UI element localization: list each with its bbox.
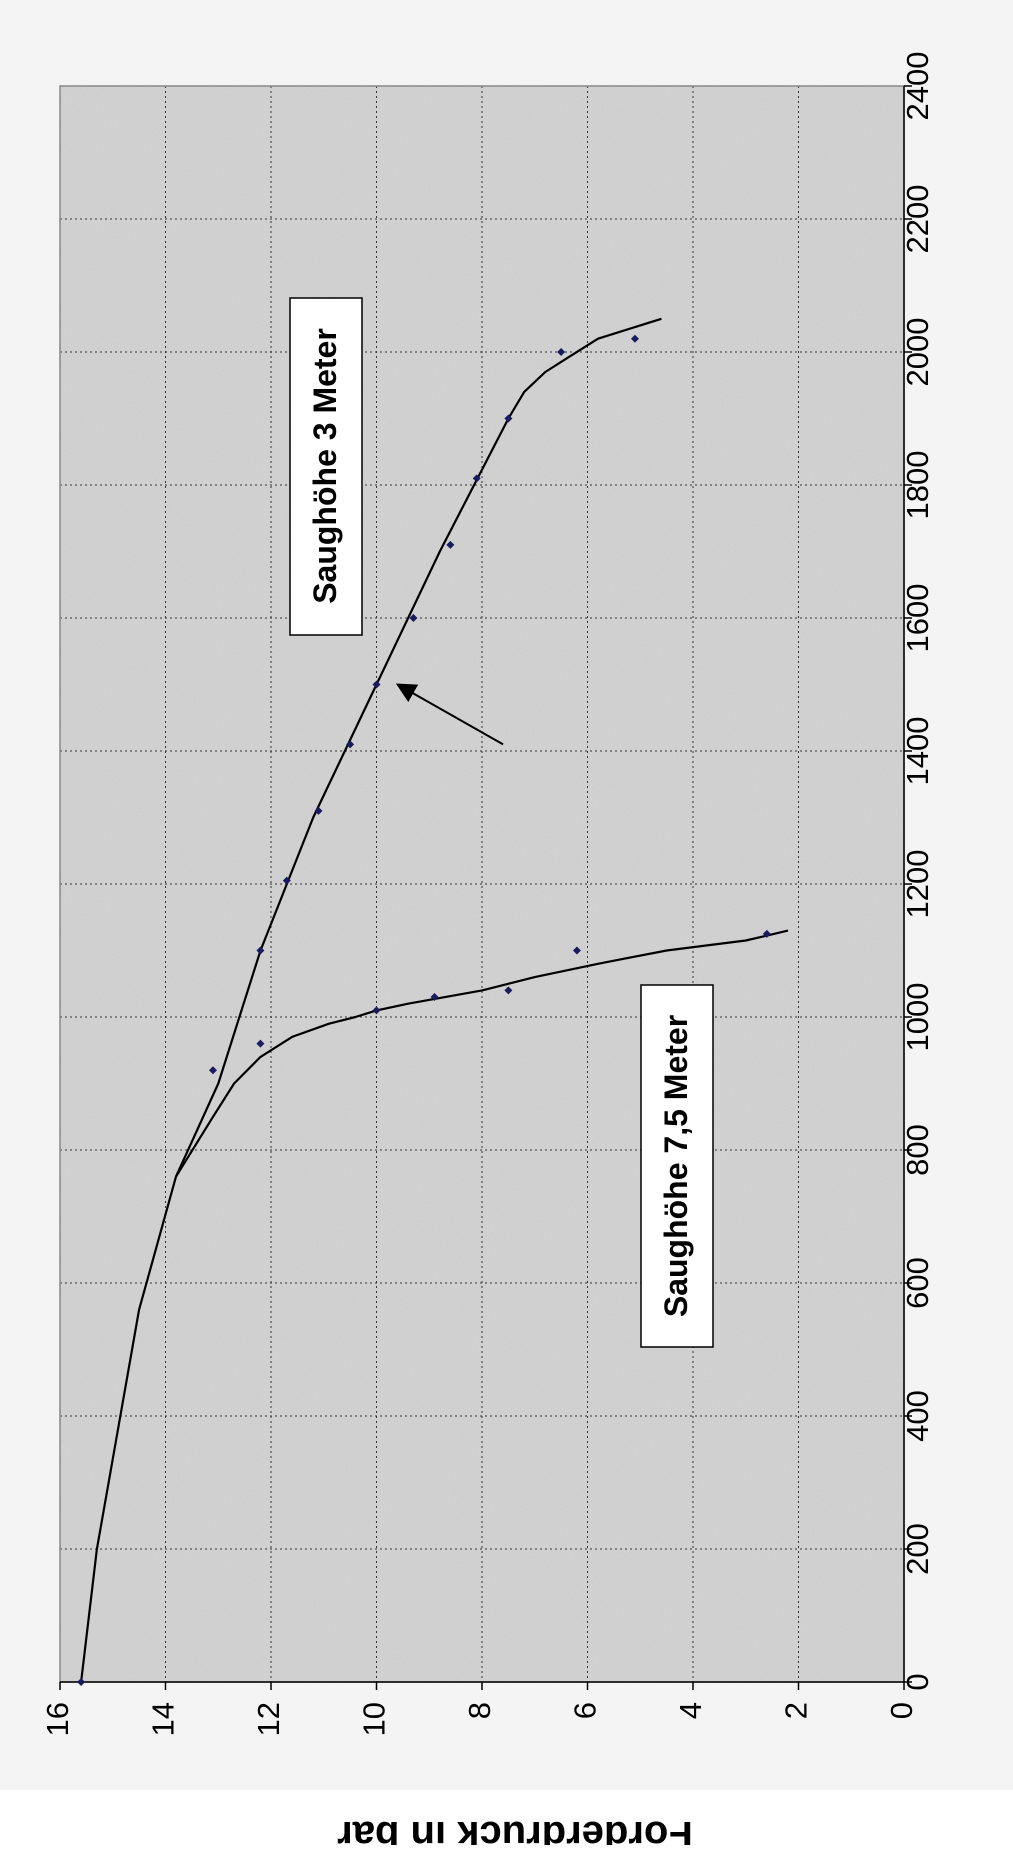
y-tick-label: 0 — [884, 1702, 919, 1719]
y-tick-label: 14 — [146, 1702, 181, 1736]
y-tick-label: 16 — [40, 1702, 75, 1736]
y-tick-label: 12 — [251, 1702, 286, 1736]
x-tick-label: 400 — [900, 1390, 935, 1442]
label-box-7-5m — [640, 984, 714, 1348]
annotation-arrow — [395, 683, 504, 746]
data-point-series-1 — [77, 1678, 86, 1686]
y-tick-label: 4 — [673, 1702, 708, 1719]
arrow-line — [395, 683, 504, 746]
x-tick-label: 0 — [900, 1673, 935, 1690]
data-point-series-2 — [762, 929, 771, 938]
label-box-3m — [289, 297, 363, 636]
x-tick-label: 1200 — [900, 850, 935, 919]
data-point-series-1 — [472, 474, 481, 483]
y-axis-title: Förderdruck in bar — [337, 1813, 693, 1845]
data-point-series-1 — [372, 680, 381, 689]
x-tick-label: 800 — [900, 1124, 935, 1176]
data-point-series-1 — [282, 876, 291, 885]
x-tick-label: 1600 — [900, 584, 935, 653]
data-point-series-2 — [430, 993, 439, 1002]
label-saughoehe-3m: Saughöhe 3 Meter — [289, 297, 363, 636]
data-point-series-1 — [346, 740, 355, 749]
x-tick-label: 2000 — [900, 318, 935, 387]
data-point-series-2 — [372, 1006, 381, 1015]
x-tick-label: 1000 — [900, 983, 935, 1052]
data-point-series-1 — [409, 614, 418, 622]
data-point-series-2 — [572, 946, 581, 955]
x-tick-label: 1400 — [900, 717, 935, 786]
label-saughoehe-7-5m: Saughöhe 7,5 Meter — [640, 984, 714, 1348]
x-tick-labels: 0 200 400 600 800 1000 1200 1400 1600 1800 2000 220… — [900, 52, 935, 1691]
data-point-series-1 — [630, 334, 639, 343]
label-text-3m: Saughöhe 3 Meter — [307, 328, 343, 604]
x-tick-label: 2200 — [900, 185, 935, 254]
y-tick-label: 2 — [779, 1702, 814, 1719]
plot-area — [59, 85, 905, 1683]
gridlines — [60, 86, 904, 1682]
y-tick-label: 10 — [357, 1702, 392, 1736]
x-tick-label: 200 — [900, 1523, 935, 1575]
y-tick-label: 8 — [462, 1702, 497, 1719]
data-markers — [77, 334, 771, 1686]
x-tick-label: 1800 — [900, 451, 935, 520]
y-tick-labels: 0 2 4 6 8 10 12 14 16 — [40, 1682, 919, 1736]
data-point-series-2 — [256, 1039, 265, 1048]
x-tick-label: 2400 — [900, 52, 935, 121]
data-point-series-2 — [504, 986, 513, 995]
data-point-series-1 — [557, 348, 566, 356]
trendline-series-1 — [80, 317, 662, 1683]
y-tick-label: 6 — [568, 1702, 603, 1719]
data-point-series-1 — [256, 946, 265, 955]
data-point-series-1 — [314, 806, 323, 815]
x-tick-label: 600 — [900, 1257, 935, 1309]
data-point-series-1 — [208, 1066, 217, 1075]
label-text-7-5m: Saughöhe 7,5 Meter — [658, 1015, 694, 1317]
data-point-series-1 — [446, 540, 455, 549]
data-point-series-1 — [504, 414, 513, 423]
